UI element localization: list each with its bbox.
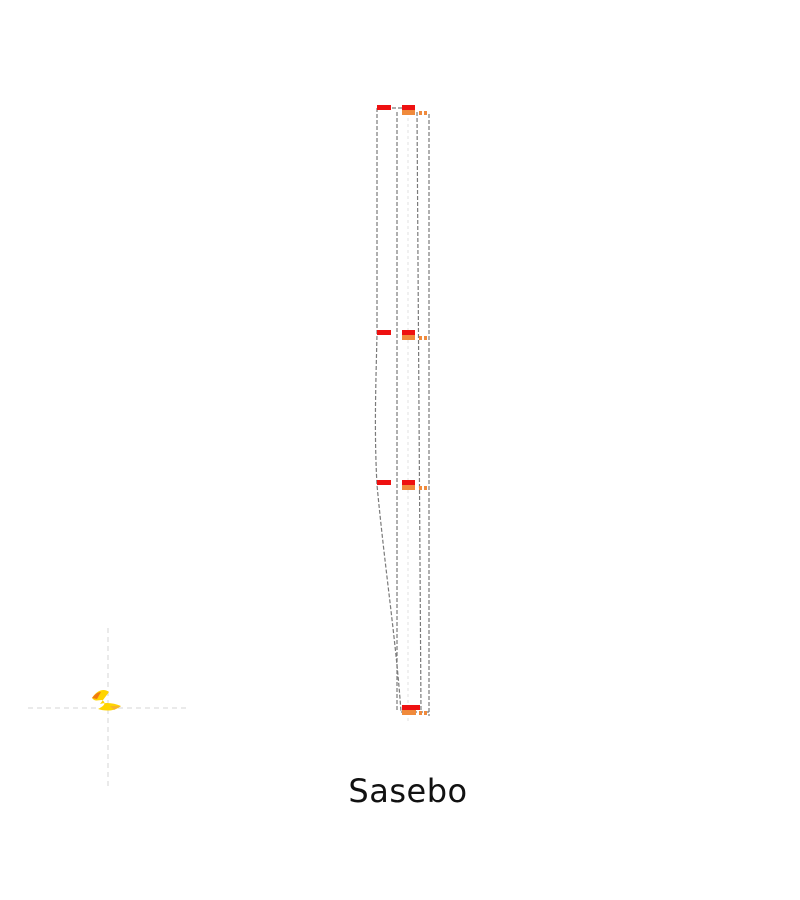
marker-orange-small <box>419 336 422 340</box>
marker-red <box>402 330 415 335</box>
marker-red <box>377 105 391 110</box>
marker-orange-small <box>419 711 422 715</box>
marker-orange <box>402 110 415 115</box>
compass-rose-icon <box>92 690 121 711</box>
marker-orange-small <box>419 486 422 490</box>
marker-red <box>402 480 415 485</box>
marker-red <box>377 330 391 335</box>
marker-orange-small <box>419 111 422 115</box>
outline-group <box>374 107 430 716</box>
diagram-caption: Sasebo <box>348 772 468 810</box>
marker-group-2 <box>377 330 427 340</box>
marker-orange-small <box>424 711 427 715</box>
marker-orange <box>402 335 415 340</box>
marker-group-4 <box>402 705 427 715</box>
outline-inner-right <box>416 111 422 713</box>
marker-orange <box>402 710 416 715</box>
marker-group-1 <box>377 105 427 115</box>
marker-red <box>377 480 391 485</box>
marker-orange-small <box>424 111 427 115</box>
marker-red <box>402 705 420 710</box>
marker-orange <box>402 485 415 490</box>
marker-orange-small <box>424 336 427 340</box>
marker-red <box>402 105 415 110</box>
marker-orange-small <box>424 486 427 490</box>
marker-group-3 <box>377 480 427 490</box>
outline-left-edge <box>374 108 402 713</box>
